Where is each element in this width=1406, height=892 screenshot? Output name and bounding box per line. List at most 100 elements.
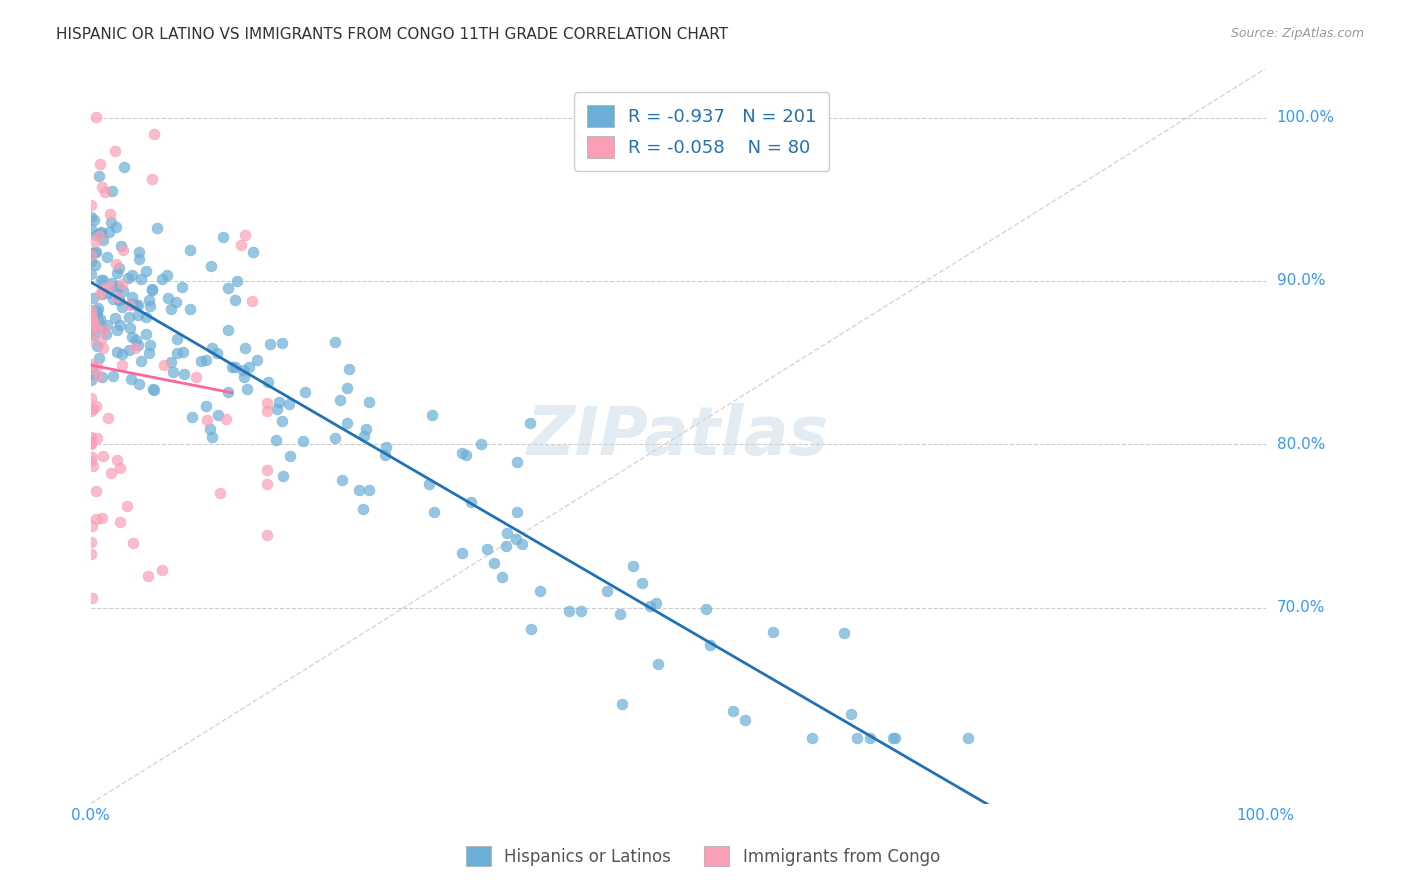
Point: [256, 463, 278, 477]
Point: [141, 282, 163, 296]
Point: [630, 576, 652, 591]
Point: [529, 584, 551, 599]
Point: [266, 433, 288, 447]
Point: [150, 563, 173, 577]
Point: [79, 313, 101, 327]
Point: [957, 731, 980, 746]
Point: [108, 261, 131, 276]
Point: [353, 429, 375, 443]
Text: 80.0%: 80.0%: [1277, 437, 1324, 451]
Point: [108, 318, 131, 332]
Point: [201, 430, 224, 444]
Point: [127, 298, 149, 312]
Point: [359, 395, 381, 409]
Point: [80, 210, 103, 224]
Point: [86, 228, 108, 243]
Point: [82, 359, 104, 374]
Point: [90, 225, 112, 239]
Point: [86, 320, 108, 334]
Point: [609, 607, 631, 621]
Point: [80, 314, 103, 328]
Point: [257, 375, 280, 389]
Point: [110, 239, 132, 253]
Point: [142, 382, 165, 396]
Point: [80, 267, 103, 281]
Point: [558, 604, 581, 618]
Point: [98, 207, 121, 221]
Point: [86, 359, 108, 374]
Point: [80, 357, 103, 371]
Point: [108, 293, 131, 307]
Point: [233, 228, 256, 243]
Point: [256, 404, 278, 418]
Point: [612, 697, 634, 711]
Point: [359, 483, 381, 497]
Point: [121, 268, 143, 282]
Point: [232, 362, 254, 376]
Point: [79, 435, 101, 450]
Point: [115, 500, 138, 514]
Point: [150, 272, 173, 286]
Point: [89, 287, 111, 301]
Point: [100, 467, 122, 481]
Point: [107, 293, 129, 307]
Point: [80, 519, 103, 533]
Point: [734, 713, 756, 727]
Point: [110, 515, 132, 529]
Point: [491, 569, 513, 583]
Point: [259, 337, 281, 351]
Point: [165, 295, 187, 310]
Point: [79, 454, 101, 468]
Point: [80, 404, 103, 418]
Point: [190, 354, 212, 368]
Point: [127, 338, 149, 352]
Point: [245, 352, 267, 367]
Point: [336, 381, 359, 395]
Point: [217, 323, 239, 337]
Point: [128, 252, 150, 267]
Point: [224, 360, 246, 375]
Point: [179, 302, 201, 317]
Point: [105, 266, 128, 280]
Point: [198, 422, 221, 436]
Point: [82, 320, 104, 334]
Point: [510, 537, 533, 551]
Point: [111, 300, 134, 314]
Point: [79, 547, 101, 561]
Text: 90.0%: 90.0%: [1277, 273, 1326, 288]
Point: [135, 264, 157, 278]
Point: [139, 299, 162, 313]
Point: [112, 243, 135, 257]
Point: [143, 127, 166, 141]
Point: [152, 358, 174, 372]
Point: [200, 259, 222, 273]
Point: [89, 169, 111, 183]
Point: [156, 268, 179, 282]
Point: [118, 321, 141, 335]
Point: [84, 399, 107, 413]
Point: [129, 354, 152, 368]
Point: [337, 361, 360, 376]
Point: [638, 599, 661, 613]
Point: [84, 110, 107, 124]
Point: [859, 731, 882, 746]
Point: [456, 448, 478, 462]
Point: [111, 347, 134, 361]
Point: [135, 310, 157, 324]
Point: [80, 450, 103, 464]
Point: [195, 400, 218, 414]
Point: [882, 731, 904, 746]
Point: [846, 731, 869, 746]
Point: [111, 277, 134, 292]
Point: [86, 312, 108, 326]
Point: [97, 411, 120, 425]
Point: [519, 416, 541, 430]
Point: [91, 233, 114, 247]
Point: [194, 353, 217, 368]
Point: [120, 371, 142, 385]
Point: [83, 368, 105, 382]
Point: [111, 359, 134, 373]
Point: [256, 396, 278, 410]
Point: [354, 422, 377, 436]
Point: [84, 235, 107, 249]
